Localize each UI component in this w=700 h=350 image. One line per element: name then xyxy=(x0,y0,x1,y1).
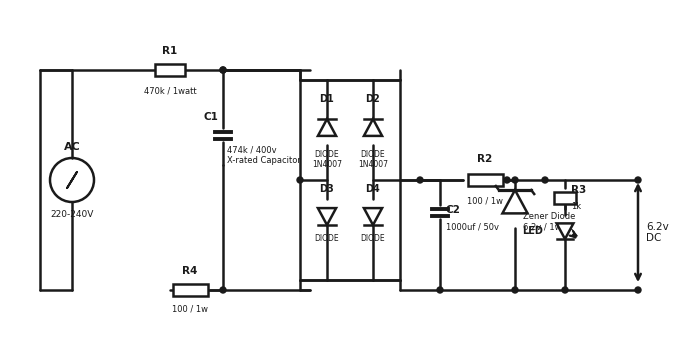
Circle shape xyxy=(437,287,443,293)
Circle shape xyxy=(297,177,303,183)
Bar xyxy=(172,284,207,296)
Text: 100 / 1w: 100 / 1w xyxy=(172,304,208,313)
Text: C1: C1 xyxy=(203,112,218,122)
Circle shape xyxy=(512,177,518,183)
Text: C2: C2 xyxy=(446,205,461,215)
Text: 220-240V: 220-240V xyxy=(50,210,94,219)
Text: 1k: 1k xyxy=(571,202,581,211)
Circle shape xyxy=(220,67,226,73)
Circle shape xyxy=(512,287,518,293)
Polygon shape xyxy=(556,223,573,239)
Text: D4: D4 xyxy=(365,184,380,194)
Polygon shape xyxy=(364,208,382,225)
Text: Zener Diode
6.2v / 1watt: Zener Diode 6.2v / 1watt xyxy=(523,212,575,232)
Text: LED: LED xyxy=(522,226,543,236)
Circle shape xyxy=(635,287,641,293)
Text: 100 / 1w: 100 / 1w xyxy=(467,196,503,205)
Bar xyxy=(300,80,400,280)
Text: DIODE: DIODE xyxy=(360,234,385,243)
Text: 6.2v
DC: 6.2v DC xyxy=(646,222,668,243)
Circle shape xyxy=(635,177,641,183)
Text: DIODE
1N4007: DIODE 1N4007 xyxy=(358,150,388,169)
Circle shape xyxy=(417,177,423,183)
Circle shape xyxy=(504,177,510,183)
Polygon shape xyxy=(503,190,528,214)
Polygon shape xyxy=(318,119,336,136)
Circle shape xyxy=(562,287,568,293)
Text: D3: D3 xyxy=(320,184,335,194)
Text: 1000uf / 50v: 1000uf / 50v xyxy=(446,222,499,231)
Text: D1: D1 xyxy=(320,94,335,104)
Circle shape xyxy=(220,287,226,293)
Circle shape xyxy=(542,177,548,183)
Text: D2: D2 xyxy=(365,94,380,104)
Text: R4: R4 xyxy=(182,266,197,276)
Bar xyxy=(554,192,576,204)
Text: R2: R2 xyxy=(477,154,493,164)
Bar xyxy=(468,174,503,186)
Polygon shape xyxy=(364,119,382,136)
Polygon shape xyxy=(318,208,336,225)
Text: 474k / 400v
X-rated Capacitor: 474k / 400v X-rated Capacitor xyxy=(227,145,301,165)
Text: DIODE
1N4007: DIODE 1N4007 xyxy=(312,150,342,169)
Circle shape xyxy=(220,67,226,73)
Text: AC: AC xyxy=(64,142,80,152)
Text: DIODE: DIODE xyxy=(315,234,340,243)
Text: R3: R3 xyxy=(571,185,587,195)
Bar xyxy=(155,64,185,76)
Text: 470k / 1watt: 470k / 1watt xyxy=(144,86,196,95)
Text: R1: R1 xyxy=(162,46,178,56)
